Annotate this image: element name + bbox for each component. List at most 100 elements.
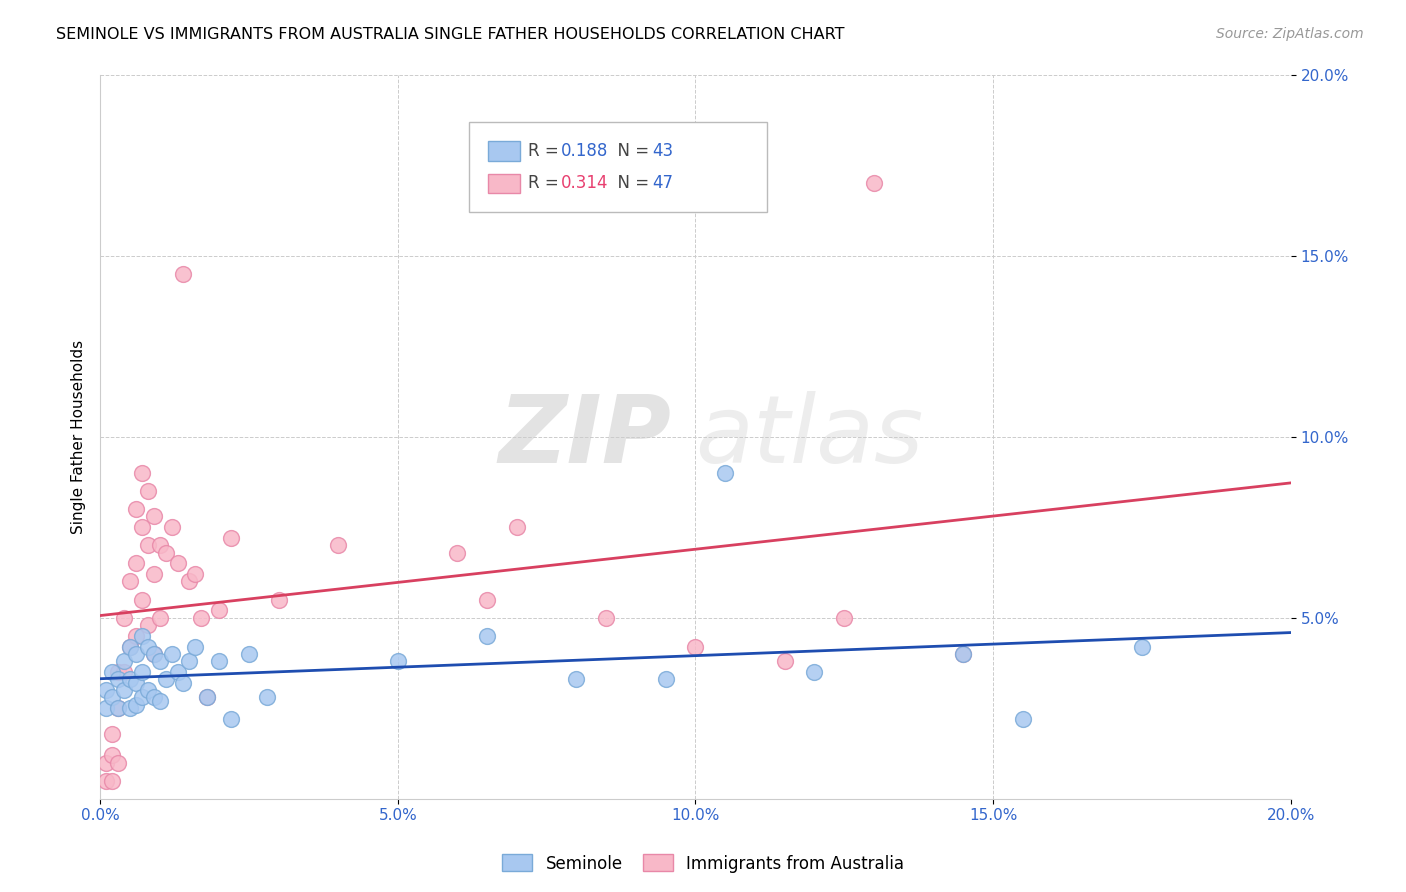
Point <box>803 665 825 679</box>
Point <box>142 509 165 524</box>
Point <box>172 267 194 281</box>
Point <box>506 520 529 534</box>
Point <box>131 629 153 643</box>
Point <box>142 647 165 661</box>
Point <box>131 592 153 607</box>
Text: 43: 43 <box>652 142 673 160</box>
Point <box>179 574 201 589</box>
Point <box>142 567 165 582</box>
Point <box>208 654 231 668</box>
Point <box>125 502 148 516</box>
Point <box>118 640 141 654</box>
FancyBboxPatch shape <box>470 121 766 212</box>
Point <box>142 690 165 705</box>
Point <box>112 654 135 668</box>
Point <box>101 665 124 679</box>
Point <box>475 592 498 607</box>
Point <box>184 640 207 654</box>
Text: Source: ZipAtlas.com: Source: ZipAtlas.com <box>1216 27 1364 41</box>
Point <box>94 773 117 788</box>
Text: N =: N = <box>607 174 655 192</box>
Text: atlas: atlas <box>696 391 924 483</box>
Point <box>94 701 117 715</box>
Point <box>107 701 129 715</box>
Point <box>125 629 148 643</box>
Point <box>195 690 218 705</box>
Point <box>101 748 124 763</box>
Point <box>136 538 159 552</box>
Text: SEMINOLE VS IMMIGRANTS FROM AUSTRALIA SINGLE FATHER HOUSEHOLDS CORRELATION CHART: SEMINOLE VS IMMIGRANTS FROM AUSTRALIA SI… <box>56 27 845 42</box>
Point <box>256 690 278 705</box>
Text: 47: 47 <box>652 174 673 192</box>
Point <box>149 610 172 624</box>
Point <box>107 756 129 770</box>
Point <box>107 665 129 679</box>
Point <box>714 466 737 480</box>
Point <box>125 647 148 661</box>
Point <box>1011 712 1033 726</box>
Point <box>195 690 218 705</box>
Point <box>149 654 172 668</box>
Point <box>155 545 177 559</box>
Point <box>1130 640 1153 654</box>
Point <box>208 603 231 617</box>
Point <box>267 592 290 607</box>
FancyBboxPatch shape <box>488 174 520 194</box>
Point <box>131 520 153 534</box>
Point <box>172 676 194 690</box>
Point <box>118 701 141 715</box>
Point <box>475 629 498 643</box>
Point <box>94 756 117 770</box>
Point <box>136 618 159 632</box>
Point <box>101 690 124 705</box>
Point <box>107 673 129 687</box>
Point <box>219 712 242 726</box>
Text: N =: N = <box>607 142 655 160</box>
Point <box>118 574 141 589</box>
Point <box>328 538 350 552</box>
Point <box>179 654 201 668</box>
Point <box>166 557 188 571</box>
Point <box>118 640 141 654</box>
FancyBboxPatch shape <box>488 141 520 161</box>
Point <box>149 694 172 708</box>
Text: 0.188: 0.188 <box>561 142 609 160</box>
Point <box>112 610 135 624</box>
Point <box>112 683 135 698</box>
Legend: Seminole, Immigrants from Australia: Seminole, Immigrants from Australia <box>495 847 911 880</box>
Point <box>160 520 183 534</box>
Point <box>112 665 135 679</box>
Point <box>952 647 974 661</box>
Text: 0.314: 0.314 <box>561 174 609 192</box>
Point <box>190 610 212 624</box>
Point <box>952 647 974 661</box>
Point <box>101 773 124 788</box>
Point <box>773 654 796 668</box>
Text: ZIP: ZIP <box>499 391 672 483</box>
Point <box>685 640 707 654</box>
Point <box>136 640 159 654</box>
Point <box>136 483 159 498</box>
Point <box>595 610 617 624</box>
Point <box>107 701 129 715</box>
Point <box>149 538 172 552</box>
Point <box>863 176 886 190</box>
Point <box>125 698 148 712</box>
Y-axis label: Single Father Households: Single Father Households <box>72 340 86 533</box>
Point <box>238 647 260 661</box>
Point <box>654 673 676 687</box>
Point <box>125 676 148 690</box>
Point <box>155 673 177 687</box>
Point <box>166 665 188 679</box>
Point <box>219 531 242 545</box>
Point <box>131 665 153 679</box>
Point <box>387 654 409 668</box>
Point <box>136 683 159 698</box>
Point <box>565 673 588 687</box>
Point <box>160 647 183 661</box>
Point <box>101 726 124 740</box>
Point <box>832 610 855 624</box>
Point <box>131 466 153 480</box>
Point <box>131 690 153 705</box>
Point <box>184 567 207 582</box>
